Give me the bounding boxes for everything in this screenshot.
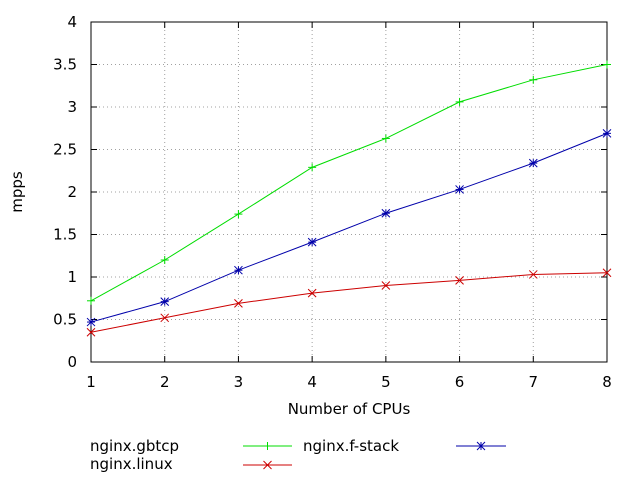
legend-marker-2 <box>476 441 486 451</box>
x-tick-label-5: 5 <box>381 373 391 391</box>
series-1-point-2 <box>160 256 169 264</box>
y-tick-label-3: 1 <box>67 268 77 286</box>
series-1-point-7 <box>529 75 538 84</box>
series-2-point-6 <box>455 185 464 194</box>
x-tick-label-3: 3 <box>234 373 244 391</box>
y-tick-label-4: 1.5 <box>53 226 77 244</box>
series-3-point-3 <box>234 298 243 308</box>
legend: nginx.gbtcp nginx.f-stack nginx.linux <box>90 437 506 473</box>
series-2-point-7 <box>528 158 538 168</box>
legend-marker-1 <box>263 442 272 450</box>
series-2-point-4 <box>307 237 317 247</box>
series-3-point-2 <box>160 313 170 323</box>
legend-marker-3 <box>263 460 272 470</box>
series-2-point-2 <box>160 297 170 307</box>
y-axis: 0 0.5 1 1.5 2 2.5 3 3.5 4 <box>53 13 607 371</box>
series-1-point-3 <box>234 210 243 219</box>
series-3-point-1 <box>86 327 96 337</box>
x-tick-label-8: 8 <box>602 373 612 391</box>
series-2-point-1 <box>86 317 96 327</box>
series-2-line <box>90 132 608 323</box>
grid-lines <box>91 22 607 362</box>
series-1-point-6 <box>455 97 464 106</box>
x-axis: 1 2 3 4 5 6 7 8 <box>86 22 612 391</box>
series-3-point-4 <box>307 288 317 298</box>
y-tick-label-1: 0 <box>67 353 77 371</box>
series-1-line <box>90 64 608 302</box>
series-2-point-5 <box>381 208 391 218</box>
series-3-point-6 <box>455 276 464 285</box>
series-3-point-5 <box>381 281 391 290</box>
series-2-point-3 <box>234 265 243 275</box>
legend-label-3: nginx.linux <box>90 455 173 473</box>
y-tick-label-2: 0.5 <box>53 311 77 329</box>
series-3-point-7 <box>528 270 538 279</box>
series-1-point-1 <box>87 296 95 305</box>
x-tick-label-6: 6 <box>455 373 465 391</box>
plot-frame <box>90 21 608 363</box>
series-3-line <box>90 272 608 333</box>
x-tick-label-2: 2 <box>160 373 170 391</box>
x-axis-label: Number of CPUs <box>288 400 411 418</box>
y-tick-label-5: 2 <box>67 183 77 201</box>
series-1-point-5 <box>381 134 390 143</box>
series-1-point-4 <box>308 163 317 172</box>
series-1-point-8 <box>603 60 611 69</box>
y-tick-label-7: 3 <box>67 98 77 116</box>
series-3-point-8 <box>602 268 612 278</box>
series-layer <box>86 60 612 337</box>
legend-label-2: nginx.f-stack <box>303 437 399 455</box>
y-tick-label-8: 3.5 <box>53 56 77 74</box>
x-tick-label-1: 1 <box>86 373 96 391</box>
y-axis-label: mpps <box>8 171 26 213</box>
legend-label-1: nginx.gbtcp <box>90 437 179 455</box>
x-tick-label-4: 4 <box>307 373 317 391</box>
y-tick-label-9: 4 <box>67 13 77 31</box>
y-tick-label-6: 2.5 <box>53 141 77 159</box>
x-tick-label-7: 7 <box>529 373 539 391</box>
series-2-point-8 <box>602 128 612 138</box>
